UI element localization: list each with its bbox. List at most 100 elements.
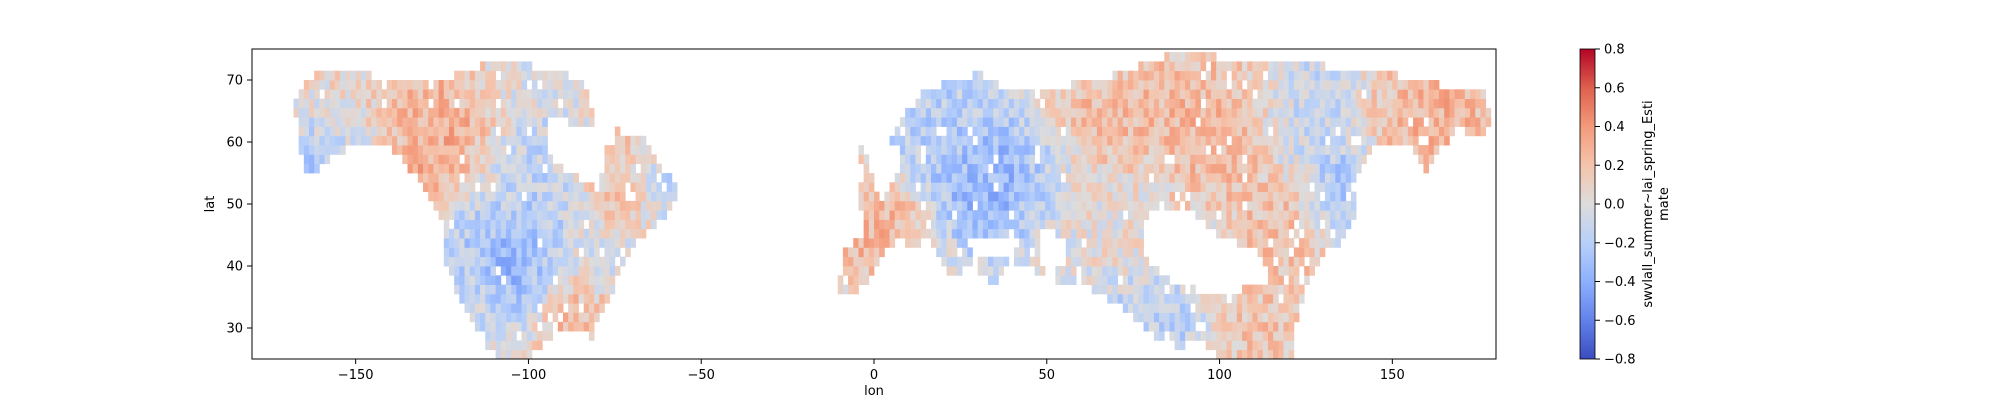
- heatmap-cell: [1138, 200, 1144, 211]
- heatmap-cell: [1356, 107, 1362, 118]
- heatmap-cell: [1309, 247, 1315, 258]
- heatmap-cell: [1293, 266, 1300, 276]
- heatmap-cell: [1273, 266, 1279, 276]
- heatmap-cell: [1034, 163, 1041, 174]
- heatmap-cell: [1226, 173, 1233, 183]
- heatmap-cell: [1086, 256, 1093, 267]
- heatmap-cell: [474, 163, 481, 174]
- heatmap-cell: [531, 238, 538, 248]
- heatmap-cell: [645, 154, 652, 165]
- heatmap-cell: [1216, 80, 1222, 90]
- heatmap-cell: [1133, 210, 1139, 220]
- heatmap-cell: [1185, 98, 1191, 109]
- heatmap-cell: [505, 98, 512, 109]
- heatmap-cell: [557, 266, 564, 276]
- heatmap-cell: [1013, 200, 1020, 211]
- heatmap-cell: [474, 135, 481, 146]
- heatmap-cell: [516, 284, 522, 295]
- heatmap-cell: [537, 191, 543, 202]
- heatmap-cell: [547, 284, 554, 295]
- heatmap-cell: [1029, 145, 1036, 155]
- heatmap-cell: [982, 80, 989, 90]
- heatmap-cell: [863, 256, 870, 267]
- heatmap-cell: [303, 154, 310, 165]
- heatmap-cell: [998, 210, 1004, 220]
- x-tick-label: −50: [688, 368, 715, 383]
- heatmap-cell: [552, 293, 559, 304]
- heatmap-cell: [454, 200, 460, 211]
- heatmap-cell: [1024, 135, 1030, 146]
- heatmap-cell: [1164, 200, 1170, 211]
- heatmap-cell: [516, 98, 522, 109]
- heatmap-cell: [1122, 200, 1129, 211]
- heatmap-cell: [1319, 173, 1326, 183]
- heatmap-cell: [868, 200, 875, 211]
- heatmap-cell: [1236, 107, 1243, 118]
- heatmap-cell: [1076, 256, 1082, 267]
- heatmap-cell: [1242, 117, 1248, 127]
- heatmap-cell: [1148, 266, 1155, 276]
- heatmap-cell: [568, 219, 574, 230]
- heatmap-cell: [1309, 191, 1315, 202]
- heatmap-cell: [956, 80, 963, 90]
- heatmap-cell: [423, 145, 429, 155]
- heatmap-cell: [899, 210, 906, 220]
- heatmap-cell: [1278, 349, 1284, 359]
- heatmap-cell: [376, 80, 382, 90]
- heatmap-cell: [1288, 61, 1295, 72]
- heatmap-cell: [433, 126, 439, 137]
- heatmap-cell: [609, 256, 616, 267]
- heatmap-cell: [1236, 340, 1243, 351]
- heatmap-cell: [614, 200, 621, 211]
- heatmap-cell: [1288, 275, 1295, 285]
- heatmap-cell: [651, 154, 657, 165]
- heatmap-cell: [1070, 145, 1077, 155]
- heatmap-cell: [511, 200, 517, 211]
- x-tick-label: 0: [870, 368, 878, 383]
- heatmap-cell: [599, 191, 605, 202]
- heatmap-cell: [1242, 126, 1248, 137]
- heatmap-cell: [962, 247, 968, 258]
- heatmap-cell: [1185, 89, 1191, 99]
- heatmap-cell: [604, 266, 611, 276]
- heatmap-cell: [1112, 80, 1119, 90]
- heatmap-cell: [1267, 247, 1274, 258]
- heatmap-cell: [1065, 107, 1072, 118]
- heatmap-cell: [500, 266, 507, 276]
- heatmap-cell: [1127, 284, 1134, 295]
- heatmap-cell: [962, 117, 968, 127]
- heatmap-cell: [521, 321, 528, 332]
- heatmap-cell: [500, 173, 507, 183]
- heatmap-cell: [1190, 293, 1196, 304]
- heatmap-cell: [526, 145, 533, 155]
- heatmap-cell: [1102, 117, 1108, 127]
- heatmap-cell: [1433, 107, 1440, 118]
- heatmap-cell: [941, 163, 947, 174]
- heatmap-cell: [495, 191, 502, 202]
- heatmap-cell: [931, 219, 937, 230]
- heatmap-cell: [1117, 191, 1124, 202]
- heatmap-cell: [1340, 200, 1347, 211]
- heatmap-cell: [542, 293, 548, 304]
- heatmap-cell: [1273, 228, 1279, 239]
- heatmap-cell: [474, 228, 481, 239]
- heatmap-cell: [547, 275, 554, 285]
- heatmap-cell: [1003, 145, 1010, 155]
- heatmap-cell: [1231, 163, 1238, 174]
- heatmap-cell: [583, 89, 590, 99]
- heatmap-cell: [1433, 145, 1440, 155]
- heatmap-cell: [516, 303, 522, 313]
- heatmap-cell: [1330, 210, 1336, 220]
- heatmap-cell: [889, 210, 896, 220]
- heatmap-cell: [1262, 173, 1269, 183]
- heatmap-cell: [583, 117, 590, 127]
- heatmap-cell: [345, 107, 351, 118]
- heatmap-cell: [1034, 228, 1041, 239]
- heatmap-cell: [573, 303, 579, 313]
- heatmap-cell: [1102, 200, 1108, 211]
- heatmap-cell: [309, 163, 315, 174]
- heatmap-cell: [962, 126, 968, 137]
- heatmap-cell: [1200, 52, 1207, 62]
- heatmap-cell: [423, 135, 429, 146]
- heatmap-cell: [1381, 107, 1388, 118]
